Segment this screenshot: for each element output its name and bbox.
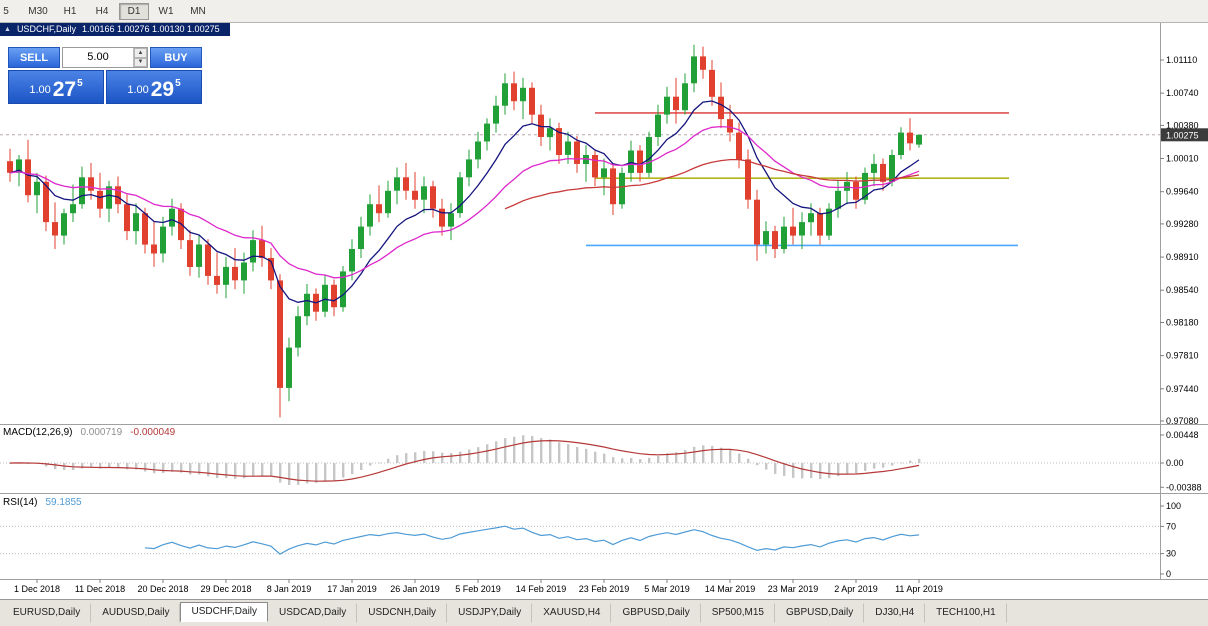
volume-down-button[interactable]: ▼ xyxy=(134,57,147,67)
volume-spinner: ▲ ▼ xyxy=(133,48,147,67)
pane-separators xyxy=(0,23,1208,580)
svg-text:11 Apr 2019: 11 Apr 2019 xyxy=(895,584,943,594)
chart-tab-GBPUSD-Daily[interactable]: GBPUSD,Daily xyxy=(611,603,701,623)
chart-tab-USDJPY-Daily[interactable]: USDJPY,Daily xyxy=(447,603,533,623)
chart-title-bar: ▲ USDCHF,Daily 1.00166 1.00276 1.00130 1… xyxy=(0,23,230,36)
sell-button[interactable]: SELL xyxy=(8,47,60,68)
buy-button[interactable]: BUY xyxy=(150,47,202,68)
svg-text:0.98910: 0.98910 xyxy=(1166,252,1199,262)
svg-text:0.99280: 0.99280 xyxy=(1166,219,1199,229)
chart-title-ohlc: 1.00166 1.00276 1.00130 1.00275 xyxy=(81,24,220,34)
svg-text:29 Dec 2018: 29 Dec 2018 xyxy=(200,584,251,594)
chart-tab-TECH100-H1[interactable]: TECH100,H1 xyxy=(925,603,1007,623)
svg-text:0.97440: 0.97440 xyxy=(1166,384,1199,394)
svg-text:0: 0 xyxy=(1166,569,1171,579)
svg-text:0.97080: 0.97080 xyxy=(1166,416,1199,426)
svg-text:0.97810: 0.97810 xyxy=(1166,351,1199,361)
chart-tab-XAUUSD-H4[interactable]: XAUUSD,H4 xyxy=(532,603,612,623)
svg-text:1.00740: 1.00740 xyxy=(1166,88,1199,98)
svg-text:1.00010: 1.00010 xyxy=(1166,154,1199,164)
svg-text:0.99640: 0.99640 xyxy=(1166,187,1199,197)
svg-text:11 Dec 2018: 11 Dec 2018 xyxy=(75,584,125,594)
chart-tabs-bar: EURUSD,Daily AUDUSD,Daily USDCHF,Daily USDC… xyxy=(0,599,1208,626)
svg-text:1 Dec 2018: 1 Dec 2018 xyxy=(14,584,60,594)
chart-tab-USDCAD-Daily[interactable]: USDCAD,Daily xyxy=(268,603,358,623)
price-chart-canvas[interactable]: 1.01110 1.00740 1.00380 1.00010 0.99640 0.992… xyxy=(0,23,1208,599)
collapse-icon[interactable]: ▲ xyxy=(4,26,11,33)
chart-tab-EURUSD-Daily[interactable]: EURUSD,Daily xyxy=(2,603,92,623)
buy-price-button[interactable]: 1.00 29 5 xyxy=(106,70,202,104)
chart-window: 1.01110 1.00740 1.00380 1.00010 0.99640 0.992… xyxy=(0,23,1208,599)
timeframe-button-D1[interactable]: D1 xyxy=(119,2,149,20)
sell-price-button[interactable]: 1.00 27 5 xyxy=(8,70,104,104)
macd-label: MACD(12,26,9) 0.000719 -0.000049 xyxy=(3,427,175,438)
svg-text:0.00: 0.00 xyxy=(1166,458,1184,468)
svg-text:2 Apr 2019: 2 Apr 2019 xyxy=(834,584,878,594)
volume-input[interactable]: 5.00 xyxy=(87,51,109,63)
svg-text:14 Mar 2019: 14 Mar 2019 xyxy=(705,584,756,594)
svg-text:0.98180: 0.98180 xyxy=(1166,318,1199,328)
macd-signal-value: -0.000049 xyxy=(130,427,176,438)
chart-tab-AUDUSD-Daily[interactable]: AUDUSD,Daily xyxy=(91,603,181,623)
time-axis: 1 Dec 2018 11 Dec 2018 20 Dec 2018 29 Dec 2… xyxy=(14,579,943,594)
chart-tab-GBPUSD-Daily[interactable]: GBPUSD,Daily xyxy=(775,603,865,623)
buy-price-big: 29 xyxy=(150,78,175,101)
svg-text:23 Feb 2019: 23 Feb 2019 xyxy=(579,584,630,594)
svg-text:30: 30 xyxy=(1166,549,1176,559)
macd-name: MACD(12,26,9) xyxy=(3,427,73,438)
timeframe-button-MN[interactable]: MN xyxy=(190,5,206,17)
svg-text:5 Mar 2019: 5 Mar 2019 xyxy=(644,584,690,594)
svg-text:26 Jan 2019: 26 Jan 2019 xyxy=(390,584,440,594)
buy-price-head: 1.00 xyxy=(127,84,149,96)
chart-tab-USDCNH-Daily[interactable]: USDCNH,Daily xyxy=(357,603,448,623)
buy-price-pip: 5 xyxy=(175,78,181,89)
chart-tab-DJ30-H4[interactable]: DJ30,H4 xyxy=(864,603,926,623)
svg-text:23 Mar 2019: 23 Mar 2019 xyxy=(768,584,819,594)
svg-text:14 Feb 2019: 14 Feb 2019 xyxy=(516,584,567,594)
svg-text:1.00275: 1.00275 xyxy=(1166,130,1199,140)
rsi-label: RSI(14) 59.1855 xyxy=(3,497,82,508)
volume-field: 5.00 ▲ ▼ xyxy=(62,47,148,68)
sell-price-big: 27 xyxy=(52,78,77,101)
volume-up-button[interactable]: ▲ xyxy=(134,48,147,58)
timeframe-button-M30[interactable]: M30 xyxy=(28,5,48,17)
svg-text:20 Dec 2018: 20 Dec 2018 xyxy=(137,584,188,594)
svg-text:1.01110: 1.01110 xyxy=(1166,55,1197,65)
svg-text:0.00448: 0.00448 xyxy=(1166,430,1199,440)
svg-text:1.00380: 1.00380 xyxy=(1166,120,1199,130)
macd-pane xyxy=(0,435,1160,485)
price-axis: 1.01110 1.00740 1.00380 1.00010 0.99640 0.992… xyxy=(1160,55,1208,579)
timeframe-button-5[interactable]: 5 xyxy=(3,5,9,17)
rsi-value: 59.1855 xyxy=(45,497,82,508)
timeframe-button-H1[interactable]: H1 xyxy=(63,5,77,17)
sell-price-pip: 5 xyxy=(77,78,83,89)
rsi-pane xyxy=(0,525,1160,555)
timeframe-button-W1[interactable]: W1 xyxy=(158,5,174,17)
macd-main-value: 0.000719 xyxy=(80,427,123,438)
chart-tab-SP500-M15[interactable]: SP500,M15 xyxy=(701,603,775,623)
chart-title-symbol: USDCHF,Daily xyxy=(16,24,76,34)
one-click-trading-panel: SELL 5.00 ▲ ▼ BUY 1.00 27 5 1.00 xyxy=(8,47,202,104)
svg-text:17 Jan 2019: 17 Jan 2019 xyxy=(327,584,377,594)
svg-text:0.98540: 0.98540 xyxy=(1166,285,1199,295)
rsi-name: RSI(14) xyxy=(3,497,38,508)
svg-text:70: 70 xyxy=(1166,521,1176,531)
svg-text:100: 100 xyxy=(1166,501,1181,511)
moving-average-lines xyxy=(9,100,920,304)
timeframe-button-H4[interactable]: H4 xyxy=(95,5,109,17)
chart-tab-USDCHF-Daily[interactable]: USDCHF,Daily xyxy=(180,602,269,622)
sell-price-head: 1.00 xyxy=(29,84,51,96)
svg-text:-0.00388: -0.00388 xyxy=(1166,482,1202,492)
timeframe-toolbar: 5 M30 H1 H4 D1 W1 MN xyxy=(0,0,1208,23)
svg-text:5 Feb 2019: 5 Feb 2019 xyxy=(455,584,501,594)
svg-text:8 Jan 2019: 8 Jan 2019 xyxy=(267,584,312,594)
